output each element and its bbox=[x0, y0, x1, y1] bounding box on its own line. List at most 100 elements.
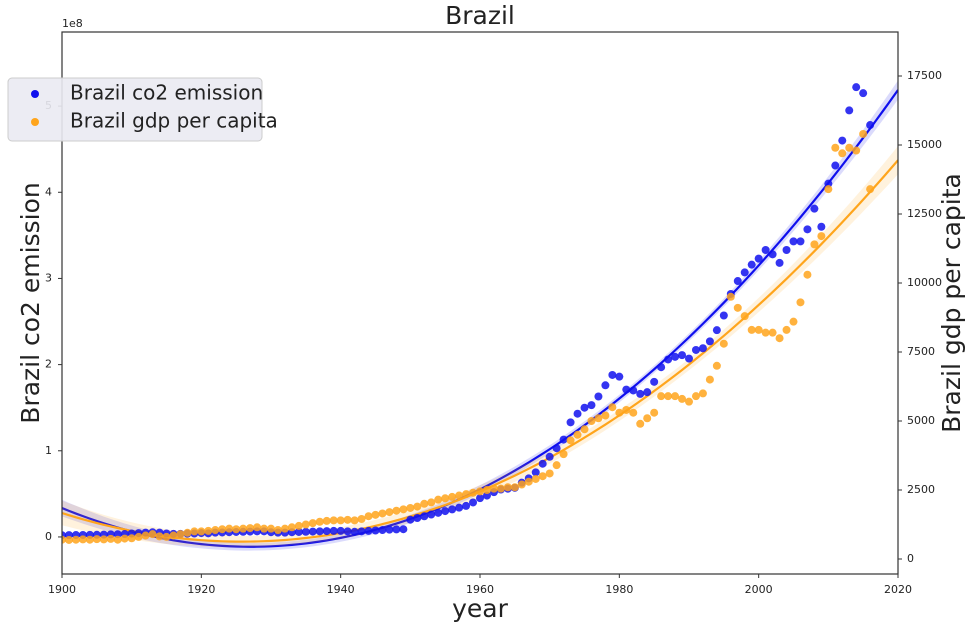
data-point bbox=[218, 525, 227, 534]
data-point bbox=[754, 254, 763, 263]
data-point bbox=[427, 498, 436, 507]
data-point bbox=[775, 334, 784, 343]
data-point bbox=[664, 355, 673, 364]
data-point bbox=[434, 495, 443, 504]
data-point bbox=[190, 527, 199, 536]
y2-tick-label: 10000 bbox=[907, 276, 942, 289]
data-point bbox=[239, 524, 248, 533]
data-point bbox=[301, 520, 310, 529]
data-point bbox=[448, 492, 457, 501]
data-point bbox=[650, 377, 659, 386]
data-point bbox=[127, 534, 136, 543]
data-point bbox=[78, 535, 87, 544]
legend: Brazil co2 emission Brazil gdp per capita bbox=[7, 77, 278, 142]
data-point bbox=[622, 385, 631, 394]
data-point bbox=[747, 325, 756, 334]
data-point bbox=[824, 179, 833, 188]
data-point bbox=[629, 408, 638, 417]
y2-axis-label: Brazil gdp per capita bbox=[937, 173, 966, 433]
data-point bbox=[810, 204, 819, 213]
data-point bbox=[594, 414, 603, 423]
data-point bbox=[726, 292, 735, 301]
data-point bbox=[845, 106, 854, 115]
data-point bbox=[615, 408, 624, 417]
data-point bbox=[733, 277, 742, 286]
data-point bbox=[601, 381, 610, 390]
confidence-band bbox=[62, 146, 898, 548]
data-point bbox=[691, 345, 700, 354]
data-point bbox=[705, 337, 714, 346]
data-point bbox=[538, 472, 547, 481]
data-point bbox=[476, 494, 484, 503]
data-point bbox=[671, 392, 680, 401]
data-point bbox=[608, 403, 617, 412]
data-point bbox=[671, 352, 680, 361]
data-point bbox=[329, 526, 338, 535]
data-point bbox=[322, 516, 331, 525]
data-point bbox=[62, 535, 66, 544]
data-point bbox=[615, 372, 624, 381]
data-point bbox=[441, 494, 450, 503]
data-point bbox=[789, 317, 798, 326]
x-tick-label: 1900 bbox=[48, 583, 76, 596]
data-point bbox=[859, 89, 868, 98]
data-point bbox=[462, 490, 471, 499]
data-point bbox=[719, 339, 728, 348]
data-point bbox=[253, 523, 262, 532]
data-point bbox=[796, 298, 805, 307]
y2-tick-label: 2500 bbox=[907, 483, 935, 496]
data-point bbox=[838, 136, 847, 145]
x-tick-label: 2000 bbox=[745, 583, 773, 596]
y2-tick-label: 17500 bbox=[907, 69, 942, 82]
data-point bbox=[99, 535, 108, 544]
data-point bbox=[308, 527, 317, 536]
x-axis-label: year bbox=[452, 594, 508, 623]
data-point bbox=[273, 526, 282, 535]
data-point bbox=[838, 149, 847, 158]
data-point bbox=[740, 312, 749, 321]
data-point bbox=[531, 468, 540, 477]
data-point bbox=[406, 515, 415, 524]
data-point bbox=[761, 246, 770, 255]
data-point bbox=[197, 527, 206, 536]
data-point bbox=[469, 488, 478, 497]
data-point bbox=[92, 535, 101, 544]
data-point bbox=[566, 436, 575, 445]
data-point bbox=[448, 505, 457, 514]
data-point bbox=[852, 146, 861, 155]
data-point bbox=[761, 328, 770, 337]
data-point bbox=[657, 363, 666, 372]
data-point bbox=[705, 375, 714, 384]
legend-box bbox=[7, 77, 263, 142]
data-point bbox=[538, 459, 547, 468]
data-point bbox=[183, 528, 192, 537]
y-tick-label: 1 bbox=[45, 444, 52, 457]
data-point bbox=[817, 232, 826, 241]
chart-title: Brazil bbox=[445, 1, 515, 30]
data-point bbox=[685, 397, 693, 406]
data-point bbox=[580, 403, 589, 412]
legend-label: Brazil co2 emission bbox=[70, 81, 263, 105]
data-point bbox=[315, 527, 324, 536]
y2-tick-label: 5000 bbox=[907, 414, 935, 427]
data-point bbox=[64, 535, 73, 544]
data-point bbox=[315, 517, 324, 526]
data-point bbox=[106, 534, 115, 543]
data-point bbox=[357, 514, 366, 523]
data-point bbox=[712, 361, 721, 370]
data-point bbox=[232, 525, 241, 534]
data-point bbox=[211, 526, 220, 535]
data-point bbox=[357, 527, 366, 536]
data-point bbox=[643, 388, 652, 397]
data-point bbox=[587, 417, 596, 426]
data-point bbox=[629, 386, 638, 395]
data-point bbox=[364, 512, 373, 521]
data-point bbox=[287, 523, 296, 532]
data-point bbox=[587, 401, 596, 410]
data-point bbox=[392, 525, 401, 534]
data-point bbox=[768, 328, 777, 337]
data-point bbox=[427, 510, 436, 519]
x-tick-label: 1920 bbox=[187, 583, 215, 596]
data-point bbox=[747, 260, 756, 269]
confidence-band bbox=[62, 80, 898, 551]
